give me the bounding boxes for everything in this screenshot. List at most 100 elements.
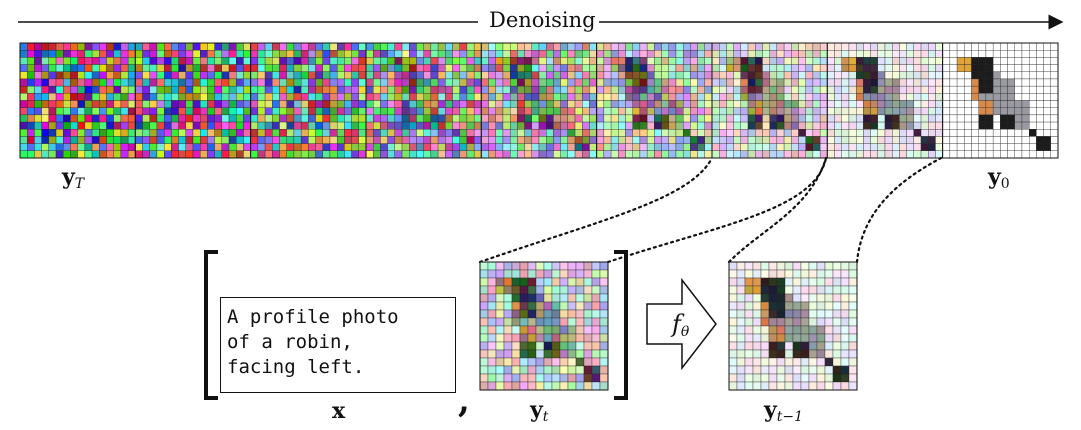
strip-frame-pixel	[365, 64, 374, 72]
noisy-image-pixel	[559, 309, 569, 319]
strip-frame-pixel	[762, 150, 770, 159]
strip-frame-pixel	[567, 121, 576, 130]
denoised-image-pixel	[840, 325, 850, 335]
strip-frame-pixel	[1050, 136, 1059, 144]
strip-frame-pixel	[293, 143, 302, 151]
strip-frame-pixel	[236, 64, 244, 72]
strip-frame-pixel	[1000, 93, 1008, 101]
strip-frame-pixel	[488, 71, 496, 80]
denoised-image-pixel	[744, 261, 754, 271]
strip-frame-pixel	[135, 129, 143, 137]
noisy-image-pixel	[527, 301, 537, 311]
strip-frame-pixel	[466, 93, 475, 101]
strip-frame-pixel	[834, 85, 842, 94]
strip-frame-pixel	[812, 71, 821, 80]
strip-frame-pixel	[1036, 129, 1044, 137]
strip-frame-pixel	[531, 114, 540, 123]
strip-frame-pixel	[560, 150, 569, 159]
strip-frame-pixel	[466, 107, 475, 116]
strip-frame-pixel	[416, 50, 424, 58]
strip-frame-pixel	[870, 85, 878, 94]
strip-frame-pixel	[841, 42, 850, 51]
noisy-image-pixel	[591, 341, 601, 351]
strip-frame-pixel	[726, 143, 734, 151]
strip-frame-pixel	[589, 114, 597, 123]
strip-frame-pixel	[877, 107, 886, 116]
strip-frame-pixel	[928, 64, 936, 72]
noisy-image-pixel	[527, 309, 537, 319]
strip-frame-pixel	[452, 114, 460, 123]
strip-frame-pixel	[48, 71, 57, 80]
strip-frame-pixel	[747, 129, 756, 137]
strip-frame-pixel	[329, 64, 338, 72]
strip-frame-pixel	[711, 64, 720, 72]
strip-frame-pixel	[553, 93, 561, 101]
strip-frame-pixel	[70, 114, 78, 123]
strip-frame-pixel	[841, 100, 850, 108]
strip-frame-pixel	[293, 100, 302, 108]
denoised-image-pixel	[800, 301, 810, 311]
strip-frame-pixel	[156, 42, 165, 51]
strip-frame-pixel	[322, 93, 331, 101]
strip-frame-pixel	[272, 85, 280, 94]
strip-frame-pixel	[834, 57, 842, 65]
strip-frame-pixel	[228, 78, 237, 87]
noisy-image-pixel	[599, 341, 609, 351]
strip-frame-pixel	[84, 57, 93, 65]
strip-frame-pixel	[625, 136, 633, 144]
strip-frame-pixel	[488, 57, 496, 65]
strip-frame-pixel	[113, 107, 122, 116]
strip-frame-pixel	[200, 42, 208, 51]
strip-frame-pixel	[560, 107, 569, 116]
strip-frame-pixel	[1028, 42, 1037, 51]
strip-frame-pixel	[791, 150, 799, 159]
strip-frame-pixel	[985, 114, 994, 123]
strip-frame-pixel	[120, 107, 129, 116]
strip-frame-pixel	[978, 42, 987, 51]
noisy-image-pixel	[535, 301, 545, 311]
strip-frame-pixel	[336, 121, 345, 130]
strip-frame-pixel	[1028, 129, 1037, 137]
denoised-image-pixel	[832, 333, 842, 343]
strip-frame-pixel	[567, 143, 576, 151]
noisy-image-pixel	[591, 381, 601, 391]
denoised-image-pixel	[760, 301, 770, 311]
strip-frame-pixel	[329, 114, 338, 123]
denoised-image-pixel	[840, 301, 850, 311]
strip-frame-pixel	[697, 50, 705, 58]
strip-frame-pixel	[243, 50, 251, 58]
noisy-image-pixel	[559, 301, 569, 311]
strip-frame-pixel	[473, 93, 482, 101]
strip-frame-pixel	[812, 107, 821, 116]
strip-frame-pixel	[286, 78, 295, 87]
strip-frame-pixel	[127, 57, 136, 65]
strip-frame-pixel	[1021, 121, 1030, 130]
denoised-image-pixel	[736, 277, 746, 287]
denoised-image-pixel	[808, 341, 818, 351]
strip-frame-pixel	[308, 85, 316, 94]
strip-frame-pixel	[236, 143, 244, 151]
noisy-image-pixel	[503, 381, 513, 391]
strip-frame-pixel	[127, 143, 136, 151]
strip-frame-pixel	[48, 57, 57, 65]
strip-frame-pixel	[992, 78, 1001, 87]
strip-frame-pixel	[48, 121, 57, 130]
strip-frame-pixel	[913, 121, 922, 130]
strip-frame-pixel	[156, 143, 165, 151]
noisy-image-pixel	[559, 277, 569, 287]
strip-frame-pixel	[783, 42, 792, 51]
strip-frame-pixel	[236, 114, 244, 123]
strip-frame-pixel	[409, 93, 417, 101]
strip-frame-pixel	[553, 71, 561, 80]
strip-frame-pixel	[423, 42, 432, 51]
strip-frame-pixel	[769, 42, 778, 51]
strip-frame-pixel	[416, 136, 424, 144]
strip-frame-pixel	[855, 42, 864, 51]
strip-frame-pixel	[646, 121, 655, 130]
label-y-t-minus-1-main: y	[764, 397, 777, 423]
strip-frame-pixel	[762, 93, 770, 101]
denoised-image-pixel	[808, 365, 818, 375]
strip-frame-pixel	[899, 50, 907, 58]
strip-frame-pixel	[473, 78, 482, 87]
denoised-image-pixel	[760, 341, 770, 351]
